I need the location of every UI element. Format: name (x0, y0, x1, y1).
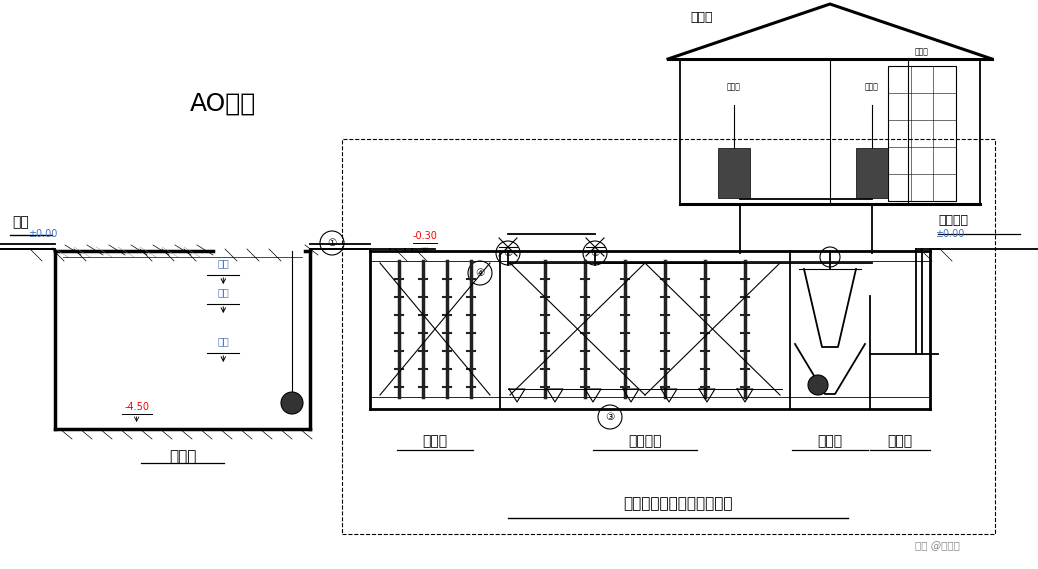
Text: ②: ② (503, 248, 513, 258)
Text: -4.50: -4.50 (125, 402, 149, 412)
Text: 缺氧池: 缺氧池 (422, 434, 447, 448)
Text: 清水池: 清水池 (887, 434, 912, 448)
Text: AO工艺: AO工艺 (190, 92, 256, 116)
Text: 污水: 污水 (12, 215, 29, 229)
Text: ±0.00: ±0.00 (28, 229, 57, 239)
Text: 达标出水: 达标出水 (938, 214, 968, 227)
Text: 地埋式一体化污水处理设备: 地埋式一体化污水处理设备 (624, 497, 733, 512)
Text: -0.30: -0.30 (412, 231, 437, 241)
Text: 沉淀池: 沉淀池 (818, 434, 843, 448)
Text: 高位: 高位 (217, 258, 229, 268)
Text: ①: ① (327, 238, 336, 248)
Bar (342, 139, 995, 534)
Text: 低位: 低位 (217, 336, 229, 346)
Circle shape (808, 375, 828, 395)
Text: 鼓风机: 鼓风机 (727, 83, 741, 92)
Bar (718, 148, 750, 198)
Bar (887, 66, 956, 201)
Text: 鼓风机: 鼓风机 (865, 83, 879, 92)
Text: ②: ② (591, 248, 600, 258)
Circle shape (281, 392, 303, 414)
Text: ③: ③ (605, 412, 614, 422)
Text: 中位: 中位 (217, 287, 229, 297)
Text: 好氧化池: 好氧化池 (628, 434, 662, 448)
Text: ④: ④ (475, 268, 485, 278)
Text: 调节池: 调节池 (169, 449, 196, 464)
Text: 控制柜: 控制柜 (916, 47, 929, 56)
Text: 头条 @润田人: 头条 @润田人 (916, 541, 960, 551)
Bar (856, 148, 887, 198)
Text: ±0.00: ±0.00 (935, 229, 964, 239)
Text: 设备间: 设备间 (690, 11, 712, 24)
